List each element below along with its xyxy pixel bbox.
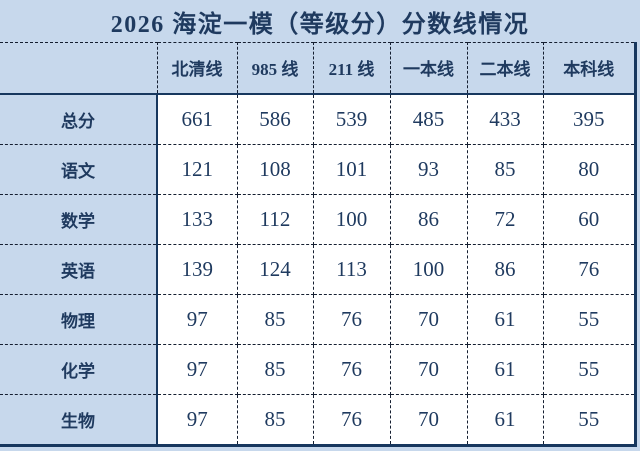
data-cell: 76 bbox=[312, 394, 391, 444]
column-header-4: 一本线 bbox=[389, 42, 468, 95]
score-table: 北清线 985 线 211 线一本线 二本线 本科线 总分 661 586 539 485 433… bbox=[0, 42, 634, 444]
row-header: 语文 bbox=[0, 144, 158, 196]
data-cell: 86 bbox=[466, 244, 544, 296]
data-cell: 80 bbox=[542, 144, 634, 196]
table-row: 语文 121 108 101 93 85 80 bbox=[0, 144, 634, 196]
row-header: 生物 bbox=[0, 394, 158, 444]
table-row: 英语 139 124 113 100 86 76 bbox=[0, 244, 634, 296]
row-header: 总分 bbox=[0, 92, 158, 146]
data-cell: 661 bbox=[156, 92, 238, 146]
data-cell: 113 bbox=[312, 244, 391, 296]
data-cell: 124 bbox=[236, 244, 314, 296]
data-cell: 112 bbox=[236, 194, 314, 246]
data-cell: 121 bbox=[156, 144, 238, 196]
data-cell: 93 bbox=[389, 144, 468, 196]
data-cell: 101 bbox=[312, 144, 391, 196]
column-header-3: 211 线 bbox=[312, 42, 391, 95]
data-cell: 55 bbox=[542, 344, 634, 396]
corner-cell bbox=[0, 42, 158, 95]
data-cell: 76 bbox=[542, 244, 634, 296]
data-cell: 100 bbox=[312, 194, 391, 246]
data-cell: 70 bbox=[389, 294, 468, 346]
data-cell: 100 bbox=[389, 244, 468, 296]
row-header: 物理 bbox=[0, 294, 158, 346]
row-header: 数学 bbox=[0, 194, 158, 246]
data-cell: 72 bbox=[466, 194, 544, 246]
data-cell: 70 bbox=[389, 394, 468, 444]
data-cell: 61 bbox=[466, 394, 544, 444]
data-cell: 85 bbox=[236, 344, 314, 396]
column-header-5: 二本线 bbox=[466, 42, 544, 95]
data-cell: 133 bbox=[156, 194, 238, 246]
data-cell: 55 bbox=[542, 394, 634, 444]
score-table-container: 北清线 985 线 211 线一本线 二本线 本科线 总分 661 586 539 485 433… bbox=[0, 42, 637, 447]
data-cell: 108 bbox=[236, 144, 314, 196]
row-header: 化学 bbox=[0, 344, 158, 396]
page-title: 2026 海淀一模（等级分）分数线情况 bbox=[110, 11, 530, 38]
data-cell: 85 bbox=[236, 294, 314, 346]
data-cell: 586 bbox=[236, 92, 314, 146]
data-cell: 433 bbox=[466, 92, 544, 146]
data-cell: 60 bbox=[542, 194, 634, 246]
data-cell: 86 bbox=[389, 194, 468, 246]
table-row: 总分 661 586 539 485 433 395 bbox=[0, 92, 634, 146]
data-cell: 139 bbox=[156, 244, 238, 296]
table-row: 生物 97 85 76 70 61 55 bbox=[0, 394, 634, 444]
data-cell: 97 bbox=[156, 344, 238, 396]
data-cell: 485 bbox=[389, 92, 468, 146]
data-cell: 539 bbox=[312, 92, 391, 146]
data-cell: 76 bbox=[312, 294, 391, 346]
data-cell: 61 bbox=[466, 344, 544, 396]
column-header-1: 北清线 bbox=[156, 42, 238, 95]
data-cell: 97 bbox=[156, 294, 238, 346]
data-cell: 70 bbox=[389, 344, 468, 396]
data-cell: 97 bbox=[156, 394, 238, 444]
data-cell: 61 bbox=[466, 294, 544, 346]
data-cell: 76 bbox=[312, 344, 391, 396]
data-cell: 395 bbox=[542, 92, 634, 146]
column-header-6: 本科线 bbox=[542, 42, 634, 95]
row-header: 英语 bbox=[0, 244, 158, 296]
table-row: 数学 133 112 100 86 72 60 bbox=[0, 194, 634, 246]
table-row: 化学 97 85 76 70 61 55 bbox=[0, 344, 634, 396]
data-cell: 85 bbox=[466, 144, 544, 196]
table-row: 物理 97 85 76 70 61 55 bbox=[0, 294, 634, 346]
column-header-row: 北清线 985 线 211 线一本线 二本线 本科线 bbox=[0, 42, 634, 95]
column-header-2: 985 线 bbox=[236, 42, 314, 95]
data-cell: 85 bbox=[236, 394, 314, 444]
data-cell: 55 bbox=[542, 294, 634, 346]
